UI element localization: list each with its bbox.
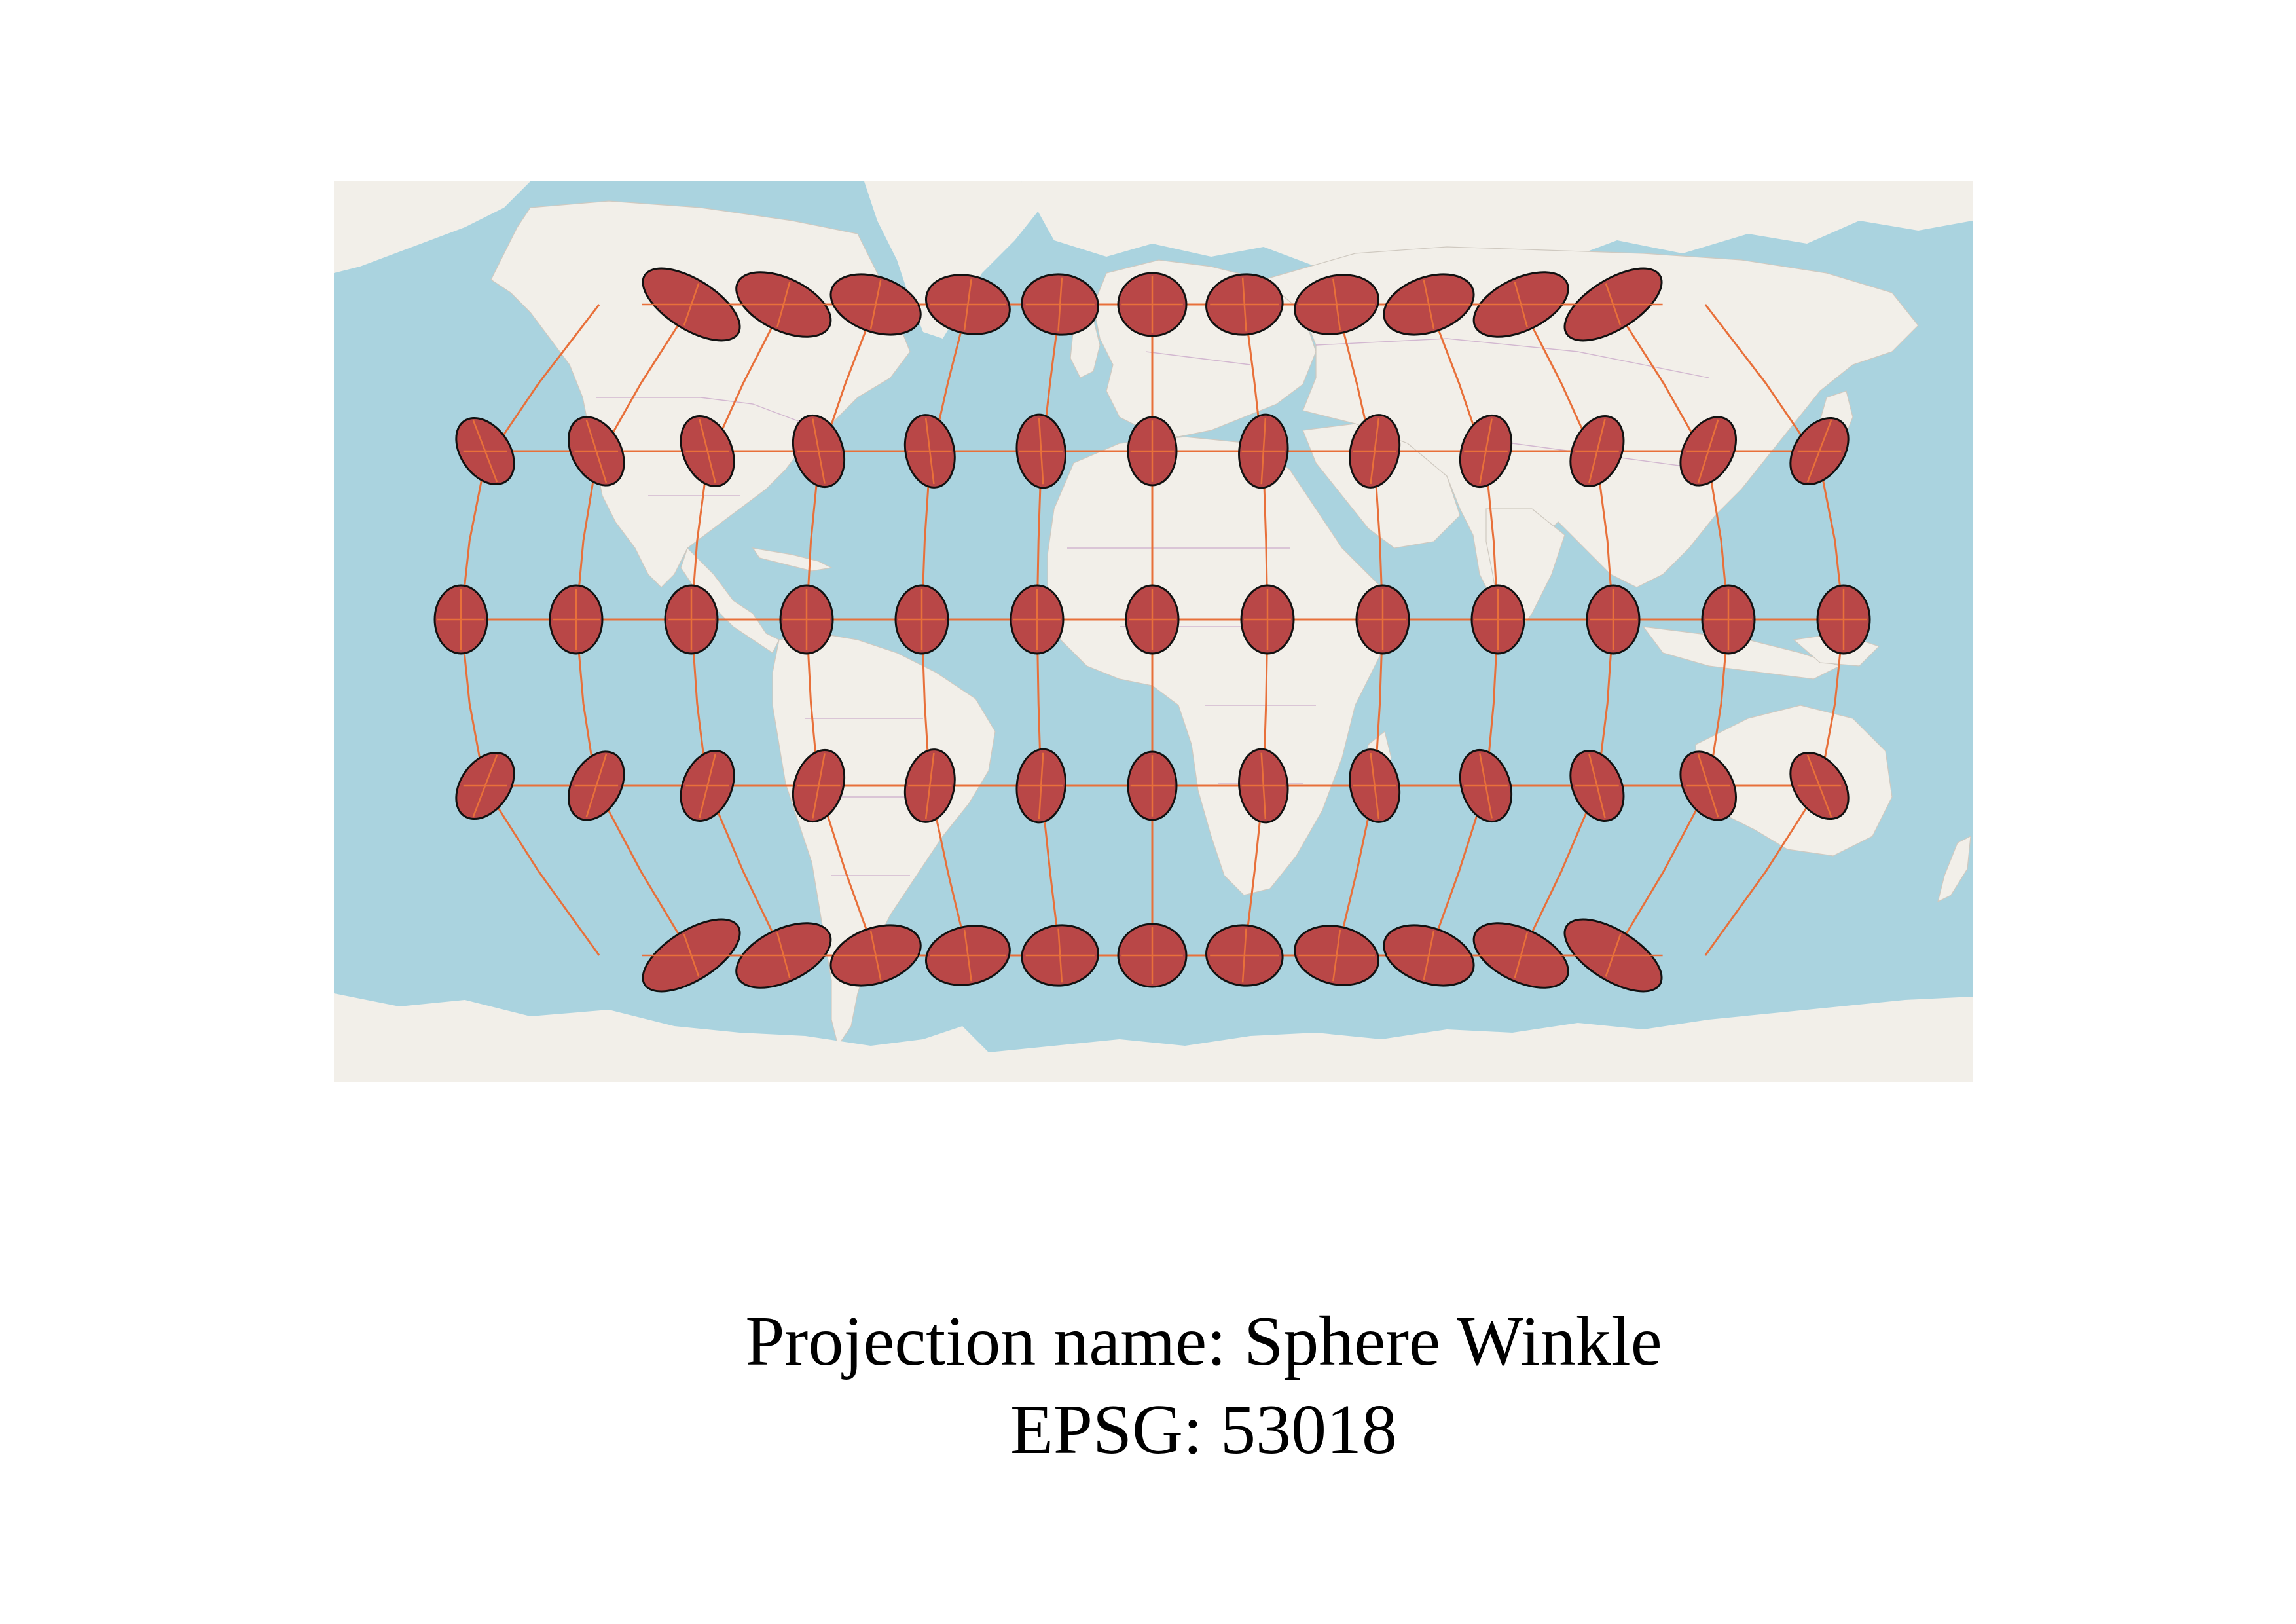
ellipse-meridian-tick [1479,753,1493,819]
ellipse-meridian-tick [472,754,498,817]
ellipse-meridian-tick [1514,932,1528,979]
ellipse-meridian-tick [869,280,882,329]
ellipse-meridian-tick [1697,419,1719,483]
antarctica [334,993,1973,1082]
ellipse-meridian-tick [1057,928,1063,983]
ellipse-meridian-tick [869,931,882,980]
borders-africa [1067,547,1316,784]
ellipse-meridian-tick [1697,754,1719,818]
ellipse-meridian-tick [1038,418,1044,485]
ellipse-meridian-tick [776,281,791,328]
ellipse-meridian-tick [776,932,791,979]
africa [1047,436,1395,896]
ellipse-meridian-tick [1806,420,1832,483]
ellipse-meridian-tick [1332,929,1341,982]
ellipse-meridian-tick [1260,752,1267,819]
epsg-caption: EPSG: 53018 [1010,1391,1398,1469]
ellipse-meridian-tick [683,283,700,326]
ellipse-meridian-tick [1241,277,1247,332]
ellipse-meridian-tick [1605,283,1622,326]
tissot-indicatrices [433,267,1871,993]
arctic-west [334,181,530,273]
ellipse-meridian-tick [1423,280,1435,329]
ellipse-meridian-tick [1806,754,1832,817]
ellipse-meridian-tick [585,419,608,483]
ellipse-meridian-tick [1260,418,1267,485]
arctic-ice [334,181,1973,273]
ellipse-meridian-tick [1241,928,1247,983]
ellipse-meridian-tick [1370,418,1380,485]
ellipse-meridian-tick [812,753,826,819]
ellipse-meridian-tick [924,752,935,819]
ellipse-meridian-tick [1588,753,1606,819]
ellipse-meridian-tick [924,418,935,485]
ellipse-meridian-tick [963,278,972,331]
ellipse-meridian-tick [1605,934,1622,977]
ellipse-meridian-tick [812,418,826,484]
ellipse-meridian-tick [1332,278,1341,331]
ellipse-meridian-tick [585,754,608,818]
ellipse-meridian-tick [1514,281,1528,328]
greenland [864,181,1041,339]
ellipse-meridian-tick [699,753,717,819]
map-panel[interactable] [334,181,1973,1082]
caribbean [752,547,833,572]
ellipse-meridian-tick [699,418,717,484]
ellipse-meridian-tick [683,934,700,977]
ellipse-meridian-tick [1370,752,1380,819]
ellipse-meridian-tick [963,929,972,982]
borders-north-america [596,397,806,496]
ellipse-meridian-tick [1588,418,1606,484]
ellipse-meridian-tick [1057,277,1063,332]
ellipse-meridian-tick [1479,418,1493,484]
projection-name-caption: Projection name: Sphere Winkle [745,1302,1662,1380]
ellipse-meridian-tick [1423,931,1435,980]
ellipse-meridian-tick [472,420,498,483]
new-zealand [1937,835,1971,903]
ellipse-meridian-tick [1038,752,1044,819]
world-map[interactable] [334,181,1973,1082]
